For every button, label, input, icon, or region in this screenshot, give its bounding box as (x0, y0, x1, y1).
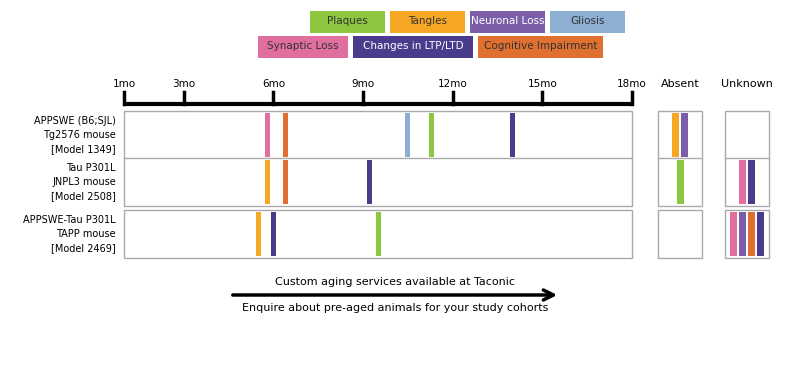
Text: Unknown: Unknown (721, 79, 773, 89)
Bar (658, 210, 702, 258)
Bar (510, 113, 515, 157)
Bar (256, 212, 261, 256)
Bar (375, 212, 381, 256)
Bar (658, 158, 702, 206)
Bar (725, 111, 769, 159)
Text: Changes in LTP/LTD: Changes in LTP/LTD (362, 41, 463, 51)
Bar (470, 11, 545, 33)
Bar (730, 212, 737, 256)
Bar (310, 11, 385, 33)
Text: 9mo: 9mo (351, 79, 374, 89)
Bar (672, 113, 679, 157)
Text: APPSWE (B6;SJL)
Tg2576 mouse
[Model 1349]: APPSWE (B6;SJL) Tg2576 mouse [Model 1349… (34, 116, 116, 154)
Text: Gliosis: Gliosis (570, 16, 605, 26)
Text: 1mo: 1mo (113, 79, 135, 89)
Text: Absent: Absent (661, 79, 699, 89)
Text: Neuronal Loss: Neuronal Loss (470, 16, 544, 26)
Bar (390, 11, 465, 33)
Bar (283, 113, 288, 157)
Text: Custom aging services available at Taconic: Custom aging services available at Tacon… (275, 277, 515, 287)
Bar (739, 160, 746, 204)
Bar (725, 158, 769, 206)
Text: Tangles: Tangles (408, 16, 447, 26)
Bar (757, 212, 764, 256)
Text: 12mo: 12mo (438, 79, 467, 89)
Text: APPSWE-Tau P301L
TAPP mouse
[Model 2469]: APPSWE-Tau P301L TAPP mouse [Model 2469] (23, 215, 116, 253)
Text: 3mo: 3mo (172, 79, 195, 89)
Bar (124, 111, 632, 159)
Text: Synaptic Loss: Synaptic Loss (267, 41, 338, 51)
Text: Plaques: Plaques (327, 16, 368, 26)
Bar (353, 36, 473, 58)
Bar (550, 11, 625, 33)
Bar (748, 160, 755, 204)
Bar (478, 36, 603, 58)
Bar (430, 113, 434, 157)
Text: 6mo: 6mo (262, 79, 285, 89)
Bar (366, 160, 371, 204)
Text: Enquire about pre-aged animals for your study cohorts: Enquire about pre-aged animals for your … (242, 303, 548, 313)
Bar (124, 158, 632, 206)
Bar (258, 36, 348, 58)
Bar (283, 160, 288, 204)
Bar (271, 212, 276, 256)
Bar (725, 210, 769, 258)
Bar (124, 210, 632, 258)
Text: Cognitive Impairment: Cognitive Impairment (484, 41, 598, 51)
Bar (681, 113, 688, 157)
Bar (658, 111, 702, 159)
Bar (677, 160, 683, 204)
Bar (265, 113, 270, 157)
Text: 18mo: 18mo (617, 79, 647, 89)
Bar (739, 212, 746, 256)
Bar (406, 113, 410, 157)
Text: 15mo: 15mo (527, 79, 558, 89)
Text: Tau P301L
JNPL3 mouse
[Model 2508]: Tau P301L JNPL3 mouse [Model 2508] (51, 163, 116, 201)
Bar (265, 160, 270, 204)
Bar (748, 212, 755, 256)
